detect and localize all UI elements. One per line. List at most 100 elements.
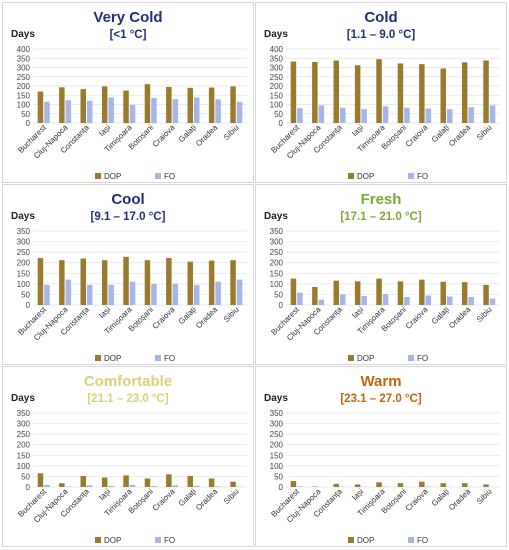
chart-subtitle: [1.1 – 9.0 °C]: [346, 29, 416, 41]
bar-fo: [468, 296, 474, 305]
bar-fo: [236, 101, 243, 123]
bar-fo: [151, 98, 157, 123]
legend-label-dop: DOP: [104, 354, 121, 363]
bar-dop: [440, 281, 446, 305]
bar-dop: [290, 61, 297, 123]
y-tick-label: 100: [270, 462, 284, 471]
bar-fo: [340, 107, 346, 123]
bar-fo: [489, 105, 496, 123]
bar-fo: [382, 294, 389, 305]
bar-fo: [318, 105, 325, 123]
chart-subtitle: [17.1 – 21.0 °C]: [340, 211, 422, 223]
bar-fo: [172, 283, 179, 305]
legend-swatch-dop: [95, 355, 101, 361]
bar-fo: [172, 99, 179, 123]
bar-dop: [397, 281, 404, 305]
bar-dop: [101, 260, 108, 305]
bar-dop: [59, 87, 65, 123]
bar-fo: [194, 284, 200, 305]
bar-dop: [37, 258, 44, 305]
y-tick-label: 100: [270, 280, 284, 289]
y-tick-label: 300: [17, 64, 31, 73]
bar-fo: [404, 107, 410, 123]
legend-label-dop: DOP: [357, 172, 374, 181]
legend-label-dop: DOP: [357, 354, 374, 363]
chart-title: Warm: [360, 373, 402, 390]
legend-swatch-fo: [155, 537, 161, 543]
bar-dop: [290, 481, 297, 487]
bar-fo: [489, 298, 496, 305]
chart-panel-comfortable: Comfortable [21.1 – 23.0 °C] Days 0 50 100…: [2, 366, 254, 547]
bar-dop: [37, 473, 44, 487]
bar-dop: [59, 483, 65, 487]
x-category-label: Craiova: [404, 487, 430, 513]
y-tick-label: 150: [270, 91, 284, 100]
y-axis-label: Days: [264, 393, 288, 404]
y-axis-label: Days: [11, 211, 35, 222]
bar-dop: [187, 87, 193, 123]
bar-fo: [87, 284, 93, 305]
bar-dop: [312, 287, 318, 305]
chart-panel-warm: Warm [23.1 – 27.0 °C] Days 0 50 100 150 200 2…: [255, 366, 507, 547]
x-category-label: Sibiu: [222, 123, 241, 142]
y-tick-label: 50: [274, 472, 283, 481]
bar-dop: [312, 61, 318, 123]
y-tick-label: 250: [17, 73, 31, 82]
y-tick-label: 250: [270, 430, 284, 439]
y-tick-label: 150: [270, 451, 284, 460]
bar-chart: 050100150200250300350BucharestCluj-Napoc…: [16, 227, 247, 363]
bar-fo: [236, 279, 243, 305]
bar-fo: [108, 97, 114, 123]
legend-swatch-dop: [95, 173, 101, 179]
bar-fo: [87, 100, 93, 123]
bar-fo: [129, 104, 136, 123]
bar-fo: [151, 485, 157, 487]
y-tick-label: 150: [17, 269, 31, 278]
bar-dop: [333, 280, 339, 305]
legend-swatch-fo: [408, 355, 414, 361]
y-tick-label: 400: [270, 45, 284, 54]
y-tick-label: 100: [17, 280, 31, 289]
bar-fo: [382, 106, 389, 123]
y-tick-label: 150: [17, 91, 31, 100]
bar-dop: [123, 475, 129, 487]
bar-dop: [397, 63, 404, 123]
x-category-label: Craiova: [404, 305, 430, 331]
y-tick-label: 200: [17, 441, 31, 450]
x-category-label: Oradea: [194, 305, 220, 331]
y-tick-label: 100: [17, 462, 31, 471]
y-tick-label: 50: [21, 110, 30, 119]
chart-panel-cool: Cool [9.1 – 17.0 °C] Days 0 50 100 150 200 25…: [2, 184, 254, 365]
y-tick-label: 100: [17, 101, 31, 110]
bar-fo: [87, 485, 93, 487]
x-category-label: Iași: [350, 123, 365, 138]
bar-dop: [376, 278, 382, 305]
bar-dop: [483, 60, 489, 123]
y-tick-label: 150: [270, 269, 284, 278]
y-tick-label: 350: [17, 227, 31, 236]
legend-swatch-fo: [155, 173, 161, 179]
bar-dop: [123, 90, 129, 123]
chart-subtitle: [9.1 – 17.0 °C]: [90, 211, 166, 223]
x-category-label: Craiova: [151, 305, 177, 331]
y-axis-label: Days: [11, 29, 35, 40]
y-axis-label: Days: [264, 211, 288, 222]
bar-dop: [230, 481, 236, 487]
bar-dop: [230, 260, 236, 305]
y-tick-label: 300: [17, 420, 31, 429]
bar-fo: [297, 292, 303, 305]
bar-dop: [80, 89, 86, 123]
legend-label-dop: DOP: [104, 172, 121, 181]
bar-fo: [361, 109, 367, 123]
y-tick-label: 150: [17, 451, 31, 460]
legend-label-fo: FO: [417, 536, 428, 545]
legend-label-fo: FO: [164, 536, 175, 545]
bar-fo: [151, 283, 157, 305]
y-tick-label: 200: [17, 259, 31, 268]
x-category-label: Iași: [97, 487, 112, 502]
bar-fo: [108, 485, 114, 487]
bar-fo: [129, 281, 136, 305]
bar-fo: [65, 100, 72, 123]
bar-dop: [333, 60, 339, 123]
y-tick-label: 200: [270, 82, 284, 91]
